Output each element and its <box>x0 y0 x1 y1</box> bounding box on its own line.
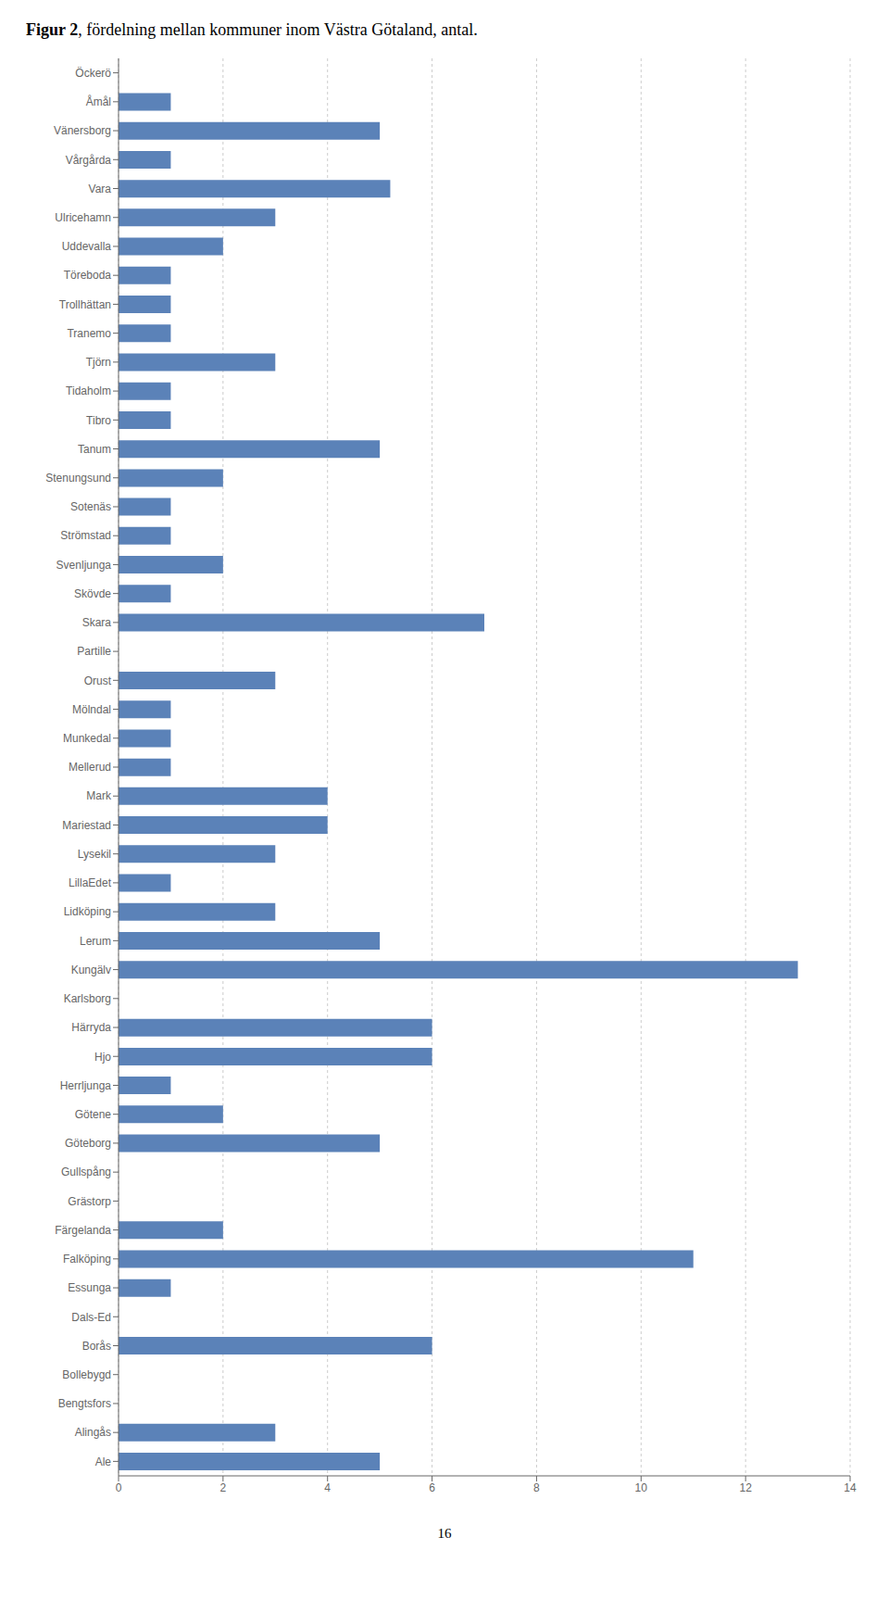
html-text:16: 16 <box>437 1525 452 1541</box>
svg-text:Munkedal: Munkedal <box>62 731 112 745</box>
svg-text:2: 2 <box>220 1480 227 1494</box>
svg-text:Götene: Götene <box>75 1107 113 1121</box>
svg-text:Borås: Borås <box>82 1339 112 1353</box>
svg-text:Vara: Vara <box>88 182 113 196</box>
svg-text:Ulricehamn: Ulricehamn <box>54 211 112 225</box>
svg-text:Kungälv: Kungälv <box>71 963 112 977</box>
svg-text:Skövde: Skövde <box>74 587 112 601</box>
svg-text:Ale: Ale <box>95 1454 113 1468</box>
svg-text:Mariestad: Mariestad <box>62 818 112 832</box>
svg-text:Alingås: Alingås <box>75 1425 112 1439</box>
svg-text:10: 10 <box>635 1480 649 1494</box>
svg-text:Mellerud: Mellerud <box>68 760 112 774</box>
svg-text:Tanum: Tanum <box>77 442 112 456</box>
svg-text:Vänersborg: Vänersborg <box>53 124 112 138</box>
svg-text:Tranemo: Tranemo <box>66 326 112 340</box>
svg-text:Bollebygd: Bollebygd <box>62 1367 112 1381</box>
svg-text:0: 0 <box>115 1480 123 1494</box>
svg-text:Svenljunga: Svenljunga <box>56 558 113 572</box>
svg-text:12: 12 <box>738 1480 752 1494</box>
svg-text:Grästorp: Grästorp <box>67 1194 112 1208</box>
svg-text:Stenungsund: Stenungsund <box>45 471 112 485</box>
svg-text:Öckerö: Öckerö <box>75 66 112 80</box>
svg-text:Tjörn: Tjörn <box>86 355 112 369</box>
svg-text:Töreboda: Töreboda <box>63 268 113 282</box>
html-text:Figur 2, fördelning mellan kom: Figur 2, fördelning mellan kommuner inom… <box>25 20 478 39</box>
svg-text:Skara: Skara <box>82 615 113 629</box>
svg-text:LillaEdet: LillaEdet <box>68 876 113 889</box>
svg-text:Härryda: Härryda <box>71 1020 112 1034</box>
svg-text:Falköping: Falköping <box>62 1252 112 1265</box>
svg-text:Herrljunga: Herrljunga <box>60 1078 113 1092</box>
svg-text:14: 14 <box>843 1480 857 1494</box>
svg-text:Strömstad: Strömstad <box>60 528 112 542</box>
svg-text:Göteborg: Göteborg <box>64 1136 112 1150</box>
svg-text:Partille: Partille <box>76 644 112 658</box>
svg-text:Sotenäs: Sotenäs <box>70 500 112 514</box>
svg-text:Dals-Ed: Dals-Ed <box>71 1310 112 1324</box>
svg-text:Vårgårda: Vårgårda <box>65 153 113 167</box>
svg-text:Bengtsfors: Bengtsfors <box>58 1396 112 1410</box>
svg-text:Mark: Mark <box>86 788 113 802</box>
svg-text:Tibro: Tibro <box>86 413 112 427</box>
svg-text:Orust: Orust <box>84 674 113 688</box>
svg-text:Lerum: Lerum <box>79 934 112 948</box>
svg-text:8: 8 <box>533 1480 540 1494</box>
svg-text:Hjo: Hjo <box>94 1050 112 1064</box>
svg-text:6: 6 <box>428 1480 436 1494</box>
svg-text:Tidaholm: Tidaholm <box>65 384 112 398</box>
svg-text:Lysekil: Lysekil <box>77 847 112 861</box>
svg-text:4: 4 <box>324 1480 331 1494</box>
svg-text:Åmål: Åmål <box>86 94 112 109</box>
svg-text:Mölndal: Mölndal <box>72 702 112 716</box>
svg-text:Karlsborg: Karlsborg <box>63 991 112 1005</box>
svg-text:Färgelanda: Färgelanda <box>54 1223 112 1237</box>
svg-text:Essunga: Essunga <box>67 1280 112 1294</box>
svg-text:Uddevalla: Uddevalla <box>62 239 113 253</box>
svg-text:Trollhättan: Trollhättan <box>59 298 112 312</box>
svg-text:Lidköping: Lidköping <box>63 904 112 918</box>
svg-text:Gullspång: Gullspång <box>61 1164 112 1178</box>
